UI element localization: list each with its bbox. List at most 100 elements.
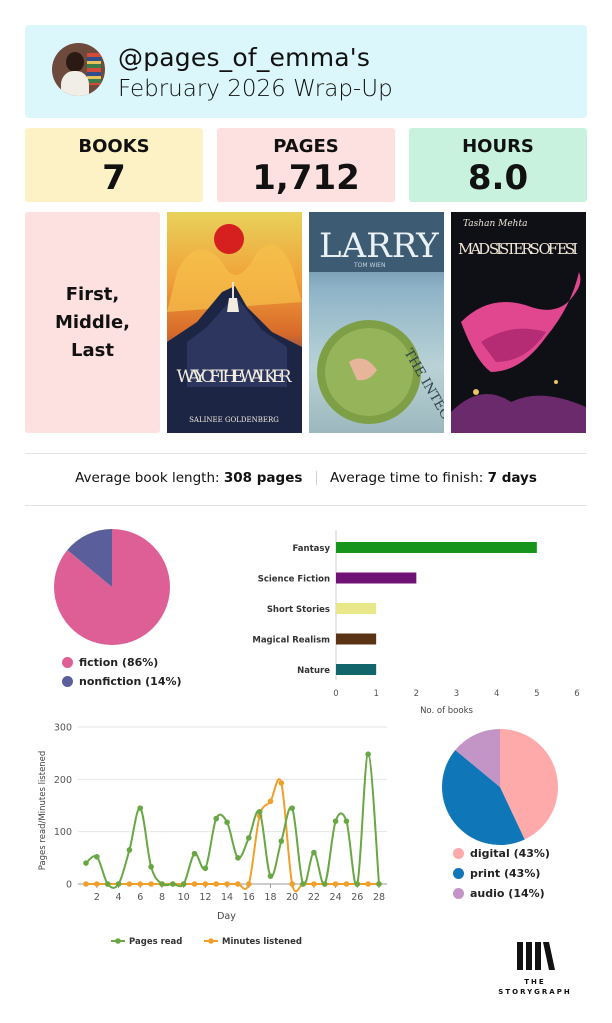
pages-stat: PAGES 1,712 <box>217 128 395 202</box>
bar-category-label: Short Stories <box>267 605 330 615</box>
pages-read-point <box>321 881 328 887</box>
nonfiction-dot-icon <box>62 676 73 687</box>
pages-read-point <box>343 818 350 824</box>
hours-label: HOURS <box>462 136 534 157</box>
pages-read-point <box>267 873 274 879</box>
line-x-tick: 8 <box>159 892 165 903</box>
averages-line: Average book length: 308 pages Average t… <box>0 470 612 486</box>
pie-slice-nonfiction <box>67 529 112 587</box>
user-handle: @pages_of_emma's <box>118 43 371 72</box>
fiction-dot-icon <box>62 657 73 668</box>
pages-read-point <box>180 881 187 887</box>
bar-x-tick: 5 <box>534 689 539 699</box>
book-cover-middle[interactable]: LARRY NIVEN TOM WIEN THE INTEGRAL TREES <box>309 212 444 433</box>
bar-category-label: Science Fiction <box>258 575 330 585</box>
avg-length-value: 308 pages <box>223 470 303 486</box>
minutes-listened-point <box>235 881 241 887</box>
pages-read-point <box>224 819 230 826</box>
genre-bar <box>336 542 537 553</box>
pie-slice-digital <box>500 729 558 840</box>
pages-read-point <box>126 847 133 853</box>
line-x-tick: 2 <box>94 892 100 903</box>
line-y-tick: 100 <box>54 827 72 838</box>
format-pie-chart <box>442 729 558 845</box>
avg-time-value: 7 days <box>487 470 537 486</box>
pages-read-point <box>235 855 241 861</box>
bar-x-tick: 3 <box>454 689 459 699</box>
pages-read-point <box>191 850 198 857</box>
legend-print-label: print (43%) <box>470 867 541 880</box>
hours-value: 8.0 <box>467 158 529 198</box>
fiction-pie-chart <box>54 529 170 645</box>
minutes-listened-point <box>289 881 295 887</box>
bar-x-tick: 6 <box>574 689 579 699</box>
digital-dot-icon <box>453 848 464 859</box>
storygraph-logo: THE STORYGRAPH <box>495 938 575 998</box>
pages-read-point <box>202 865 209 872</box>
legend-nonfiction: nonfiction (14%) <box>62 675 182 688</box>
minutes-listened-point <box>224 881 230 887</box>
bar-x-axis-label: No. of books <box>420 706 473 716</box>
logo-the-text: THE <box>524 978 546 986</box>
pages-label: PAGES <box>273 136 339 157</box>
legend-print: print (43%) <box>453 867 540 880</box>
minutes-listened-point <box>148 881 154 887</box>
pages-read-point <box>376 881 382 887</box>
cover1-author: SALINEE GOLDENBERG <box>189 416 279 424</box>
wrapup-title: February 2026 Wrap-Up <box>118 76 393 102</box>
divider-bottom <box>25 505 587 506</box>
book-cover-first[interactable]: WAY OF THE WALKER SALINEE GOLDENBERG <box>167 212 302 433</box>
minutes-listened-point <box>94 881 100 887</box>
print-dot-icon <box>453 868 464 879</box>
line-legend-marker <box>115 938 121 944</box>
line-x-tick: 12 <box>199 892 211 903</box>
first-middle-last-card: First, Middle, Last <box>25 212 160 433</box>
bar-category-label: Nature <box>297 666 330 676</box>
bar-category-label: Fantasy <box>293 544 331 554</box>
bar-x-tick: 0 <box>333 689 338 699</box>
title-line-1: First, <box>65 283 120 305</box>
pages-read-point <box>365 751 371 758</box>
legend-audio-label: audio (14%) <box>470 887 545 900</box>
book-cover-last[interactable]: Tashan Mehta MAD SISTERS OF ESI <box>451 212 586 433</box>
line-x-tick: 18 <box>264 892 276 903</box>
minutes-listened-point <box>83 881 89 887</box>
pages-read-point <box>104 881 111 887</box>
audio-dot-icon <box>453 888 464 899</box>
line-x-tick: 14 <box>221 892 233 903</box>
line-legend-marker <box>208 938 214 944</box>
genre-bar <box>336 572 417 584</box>
line-x-tick: 26 <box>351 892 363 903</box>
pages-read-point <box>256 808 263 815</box>
minutes-listened-point <box>343 881 350 887</box>
genre-bar-chart: Fantasy Science Fiction Short Stories Magic… <box>252 530 580 716</box>
cover2-author: LARRY NIVEN <box>319 226 444 266</box>
pages-value: 1,712 <box>252 158 360 198</box>
minutes-listened-point <box>137 881 144 887</box>
line-y-tick: 0 <box>66 880 72 891</box>
line-x-tick: 22 <box>308 892 320 903</box>
line-y-tick: 200 <box>54 775 72 786</box>
legend-audio: audio (14%) <box>453 887 545 900</box>
line-x-tick: 4 <box>116 892 122 903</box>
minutes-listened-point <box>365 881 371 887</box>
wrapup-header: @pages_of_emma's February 2026 Wrap-Up <box>25 25 587 118</box>
pages-read-point <box>213 815 220 822</box>
legend-digital: digital (43%) <box>453 847 550 860</box>
avg-length-label: Average book length: <box>75 470 220 486</box>
divider-top <box>25 453 587 454</box>
line-x-tick: 16 <box>243 892 255 903</box>
avg-time-label: Average time to finish: <box>330 470 484 486</box>
legend-nonfiction-label: nonfiction (14%) <box>79 675 182 688</box>
bar-category-label: Magical Realism <box>252 636 330 646</box>
genre-bar <box>336 633 377 645</box>
genre-bar <box>336 603 377 614</box>
legend-fiction-label: fiction (86%) <box>79 656 159 669</box>
pages-read-point <box>159 881 165 887</box>
pages-read-point <box>170 881 176 887</box>
pages-read-point <box>332 818 339 824</box>
pages-read-point <box>83 860 89 866</box>
minutes-listened-point <box>213 881 220 887</box>
line-x-axis-label: Day <box>217 911 236 922</box>
minutes-listened-point <box>202 881 209 887</box>
